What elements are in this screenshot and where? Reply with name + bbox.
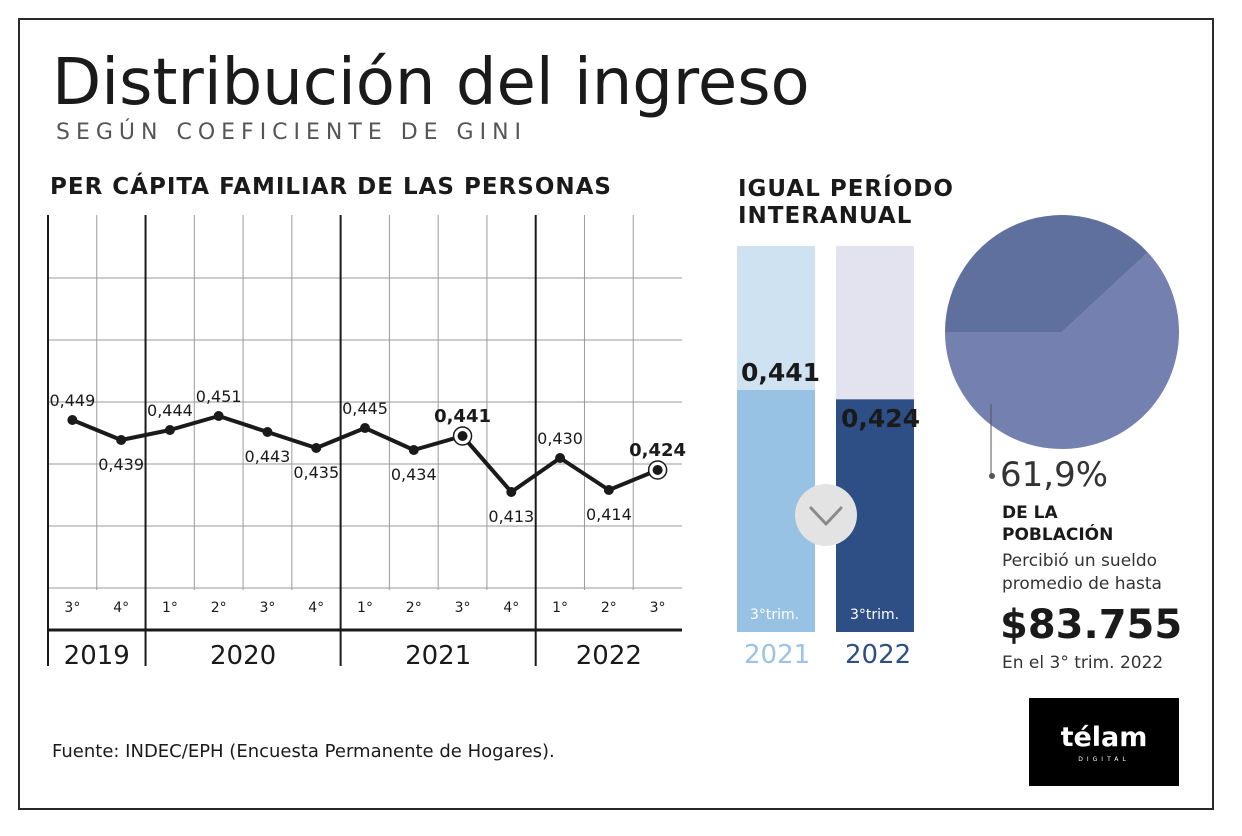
pie-caption-line-1: Percibió un sueldo	[1002, 551, 1158, 571]
data-point	[164, 425, 175, 435]
pie-caption-line-2: promedio de hasta	[1002, 574, 1162, 594]
x-tick-label: 1°	[162, 600, 178, 616]
bar-year-label-2021: 2021	[744, 640, 811, 670]
line-chart-title: PER CÁPITA FAMILIAR DE LAS PERSONAS	[50, 174, 612, 200]
data-point	[408, 445, 419, 455]
data-point	[213, 411, 224, 421]
data-point	[603, 485, 614, 495]
x-tick-label: 4°	[308, 600, 324, 616]
x-tick-label: 4°	[503, 600, 519, 616]
x-tick-label: 3°	[260, 600, 276, 616]
bar-period-label-2022: 3°trim.	[850, 607, 900, 623]
page-title: Distribución del ingreso	[52, 46, 810, 120]
bar-chart-title-line-2: INTERANUAL	[738, 203, 913, 229]
pie-caption-bold-line-2: POBLACIÓN	[1002, 525, 1114, 545]
year-label: 2019	[64, 641, 130, 671]
data-value-label: 0,435	[293, 463, 339, 482]
data-point	[67, 415, 78, 425]
bar-chart-title-line-1: IGUAL PERÍODO	[738, 176, 954, 202]
year-label: 2022	[576, 641, 642, 671]
year-label: 2020	[210, 641, 276, 671]
bar-value-label-2021: 0,441	[741, 358, 821, 387]
chevron-circle	[795, 484, 857, 546]
pie-caption-bold-line-1: DE LA	[1002, 503, 1058, 523]
x-tick-label: 2°	[406, 600, 422, 616]
x-tick-label: 3°	[64, 600, 80, 616]
data-value-label: 0,441	[434, 406, 491, 427]
page-subtitle: SEGÚN COEFICIENTE DE GINI	[56, 120, 528, 145]
pie-slice-rest	[945, 214, 1148, 332]
year-label: 2021	[405, 641, 471, 671]
bar-value-label-2022: 0,424	[841, 404, 921, 433]
data-value-label: 0,414	[586, 505, 632, 524]
data-point	[555, 453, 566, 463]
data-value-label: 0,451	[196, 387, 242, 406]
bar-chart-title: IGUAL PERÍODO INTERANUAL	[738, 176, 954, 230]
pie-slice-population	[945, 252, 1180, 449]
bar-period-label-2021: 3°trim.	[750, 607, 800, 623]
data-value-label: 0,439	[98, 455, 144, 474]
x-tick-label: 3°	[455, 600, 471, 616]
x-tick-label: 1°	[552, 600, 568, 616]
data-value-label: 0,449	[49, 391, 95, 410]
chevron-stroke	[809, 506, 843, 526]
data-value-label: 0,430	[537, 429, 583, 448]
x-tick-label: 3°	[650, 600, 666, 616]
telam-logo: télam DIGITAL	[1029, 698, 1179, 786]
salary-amount: $83.755	[1000, 602, 1183, 648]
x-tick-label: 4°	[113, 600, 129, 616]
data-value-label: 0,443	[245, 447, 291, 466]
line-chart-grid	[47, 215, 682, 666]
data-value-label: 0,413	[488, 507, 534, 526]
data-point	[262, 427, 273, 437]
x-tick-label: 1°	[357, 600, 373, 616]
data-value-label: 0,444	[147, 401, 193, 420]
bar-year-label-2022: 2022	[845, 640, 912, 670]
data-point	[652, 465, 663, 475]
x-tick-label: 2°	[601, 600, 617, 616]
pie-percentage-label: 61,9%	[1000, 455, 1109, 495]
data-point	[360, 423, 370, 433]
data-point	[506, 487, 517, 497]
data-point	[311, 443, 322, 453]
salary-period: En el 3° trim. 2022	[1002, 653, 1164, 673]
data-point	[457, 431, 468, 441]
data-value-label: 0,445	[342, 399, 388, 418]
source-note: Fuente: INDEC/EPH (Encuesta Permanente d…	[52, 741, 555, 762]
data-value-label: 0,424	[629, 440, 686, 461]
infographic-frame	[18, 18, 1214, 810]
data-point	[116, 435, 127, 445]
pie-leader-dot	[989, 473, 995, 479]
x-tick-label: 2°	[211, 600, 227, 616]
data-value-label: 0,434	[391, 465, 437, 484]
logo-text: télam	[1060, 722, 1148, 753]
logo-subtext: DIGITAL	[1078, 756, 1130, 763]
chevron-down-icon	[795, 484, 857, 546]
